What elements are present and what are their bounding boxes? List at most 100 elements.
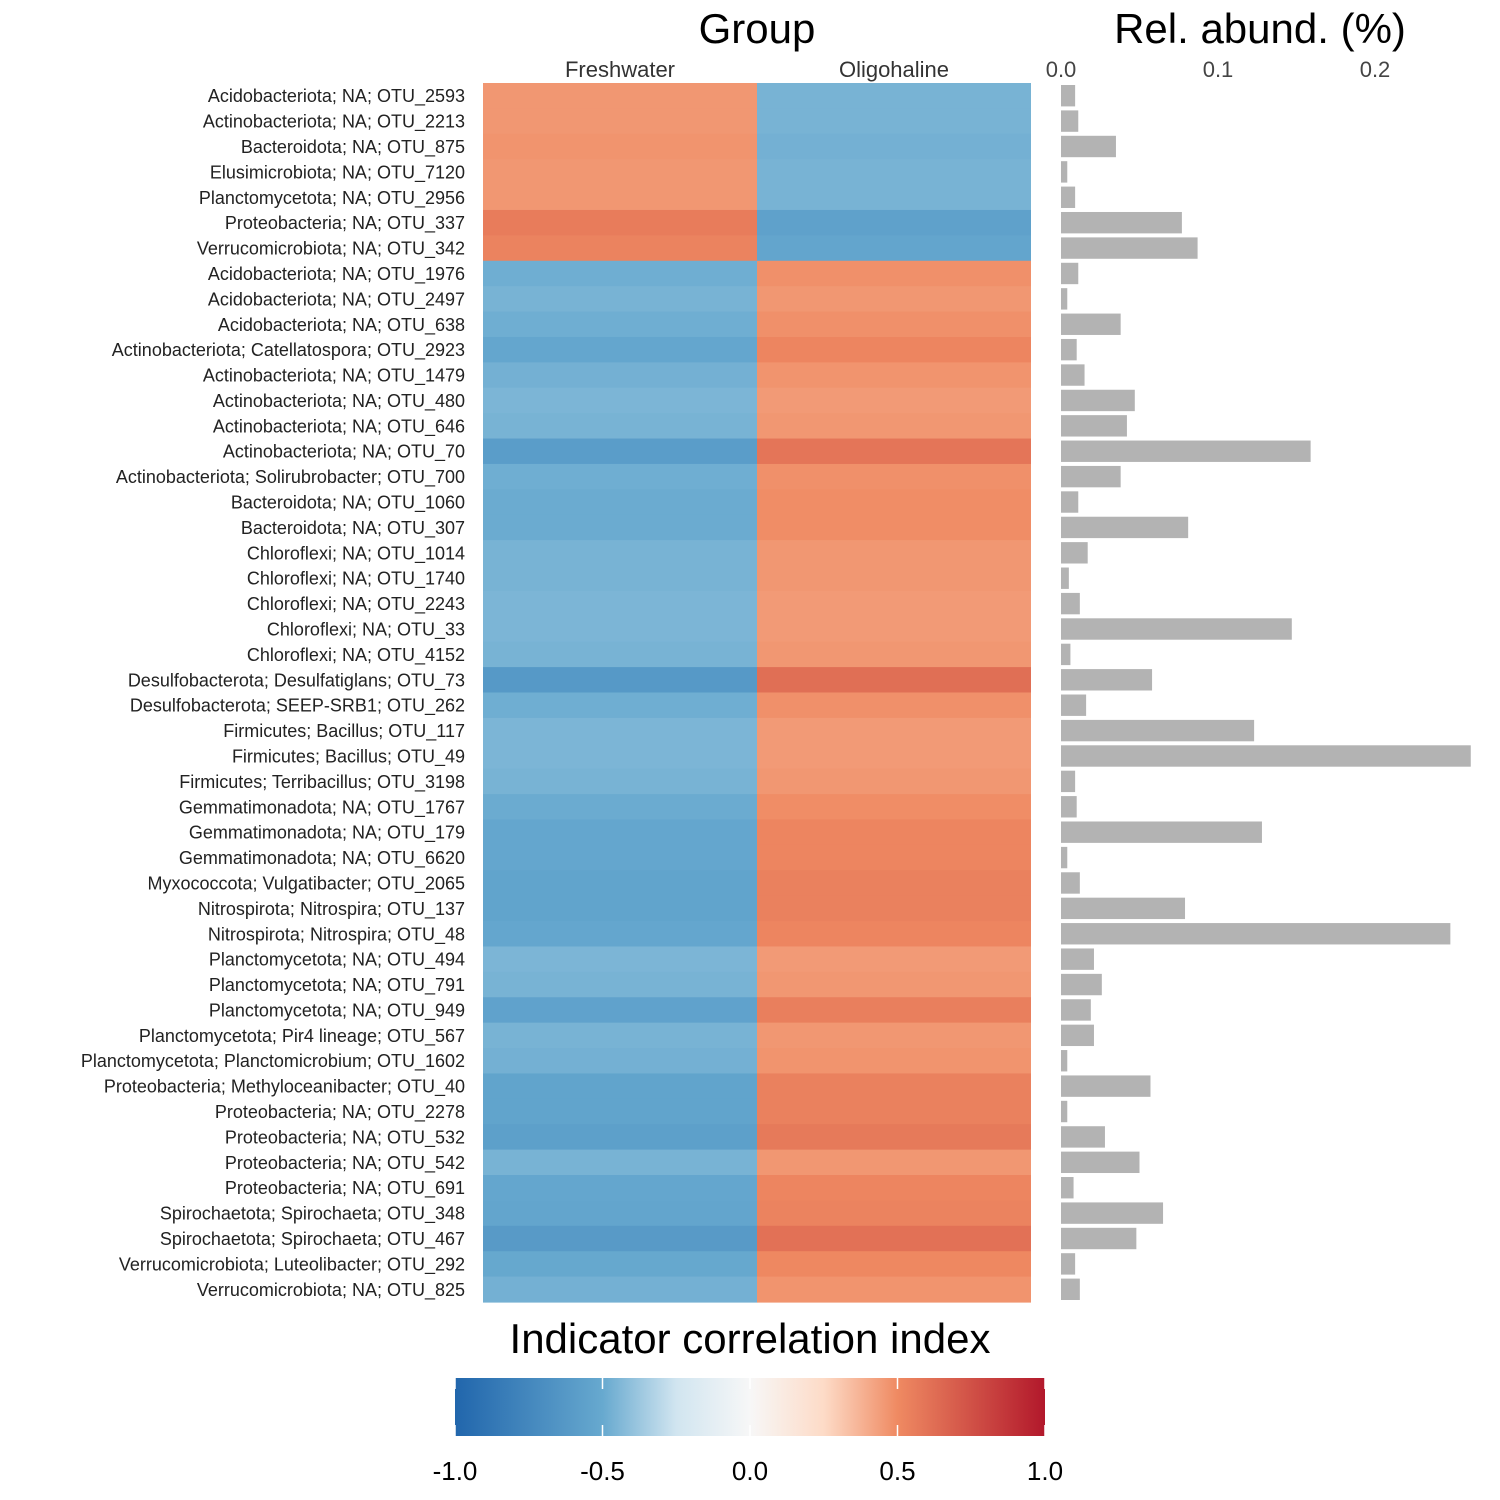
heat-cell-freshwater — [483, 489, 758, 516]
heat-cell-oligohaline — [757, 362, 1031, 389]
heat-cell-freshwater — [483, 971, 758, 998]
abundance-bar — [1061, 465, 1121, 488]
group-title: Group — [699, 5, 816, 52]
row-label: Proteobacteria; NA; OTU_532 — [225, 1127, 465, 1148]
abundance-bar — [1061, 770, 1076, 793]
abundance-bar — [1061, 186, 1076, 208]
heat-cell-freshwater — [483, 387, 758, 414]
heat-cell-freshwater — [483, 159, 758, 186]
heat-cell-oligohaline — [757, 260, 1031, 287]
heat-cell-freshwater — [483, 1200, 758, 1227]
abundance-bar — [1061, 745, 1471, 767]
abundance-title: Rel. abund. (%) — [1114, 5, 1406, 52]
abundance-bar — [1061, 491, 1079, 513]
row-label: Nitrospirota; Nitrospira; OTU_137 — [198, 899, 465, 920]
abundance-bar — [1061, 1202, 1164, 1224]
heat-cell-oligohaline — [757, 336, 1031, 363]
abundance-bar — [1061, 1100, 1068, 1123]
heat-cell-oligohaline — [757, 1175, 1031, 1202]
abundance-bar — [1061, 1050, 1068, 1072]
abundance-bar — [1061, 618, 1292, 640]
column-header-freshwater: Freshwater — [565, 57, 675, 82]
heat-cell-freshwater — [483, 108, 758, 135]
heat-cell-freshwater — [483, 667, 758, 694]
heat-cell-oligohaline — [757, 590, 1031, 617]
heat-cell-oligohaline — [757, 1149, 1031, 1176]
heat-cell-freshwater — [483, 565, 758, 592]
row-label: Proteobacteria; Methyloceanibacter; OTU_… — [104, 1077, 465, 1098]
row-label: Acidobacteriota; NA; OTU_1976 — [208, 264, 465, 285]
heat-cell-oligohaline — [757, 743, 1031, 770]
heat-cell-oligohaline — [757, 692, 1031, 719]
abundance-bar — [1061, 592, 1080, 615]
row-label: Actinobacteriota; NA; OTU_480 — [213, 391, 465, 412]
heat-cell-freshwater — [483, 133, 758, 160]
heat-cell-freshwater — [483, 768, 758, 795]
abundance-bar — [1061, 1075, 1151, 1097]
abundance-bar — [1061, 694, 1087, 716]
heat-cell-freshwater — [483, 641, 758, 668]
heat-cell-freshwater — [483, 717, 758, 744]
heat-cell-freshwater — [483, 946, 758, 973]
abundance-bar — [1061, 288, 1068, 310]
heat-cell-oligohaline — [757, 1225, 1031, 1252]
heat-cell-oligohaline — [757, 997, 1031, 1024]
row-label: Planctomycetota; NA; OTU_949 — [209, 1000, 465, 1021]
heat-cell-oligohaline — [757, 1073, 1031, 1100]
heat-cell-oligohaline — [757, 463, 1031, 490]
heat-cell-freshwater — [483, 1149, 758, 1176]
heat-cell-freshwater — [483, 438, 758, 465]
abundance-bar — [1061, 364, 1085, 386]
legend-tick-label: 0.0 — [732, 1456, 768, 1486]
abundance-bar — [1061, 923, 1451, 945]
heatmap-cells — [483, 83, 1031, 1303]
heat-cell-oligohaline — [757, 133, 1031, 160]
heat-cell-oligohaline — [757, 641, 1031, 668]
heat-cell-freshwater — [483, 1225, 758, 1252]
abundance-tick-label: 0.1 — [1203, 57, 1234, 82]
abundance-bar — [1061, 161, 1068, 183]
heat-cell-oligohaline — [757, 209, 1031, 236]
heat-cell-freshwater — [483, 235, 758, 262]
heat-cell-freshwater — [483, 1022, 758, 1049]
legend-tick-label: -1.0 — [433, 1456, 478, 1486]
heat-cell-oligohaline — [757, 565, 1031, 592]
row-label: Verrucomicrobiota; NA; OTU_825 — [197, 1280, 465, 1301]
heat-cell-freshwater — [483, 540, 758, 567]
heat-cell-freshwater — [483, 997, 758, 1024]
row-label: Chloroflexi; NA; OTU_4152 — [247, 645, 465, 666]
heat-cell-freshwater — [483, 819, 758, 846]
heat-cell-oligohaline — [757, 921, 1031, 948]
heat-cell-oligohaline — [757, 667, 1031, 694]
row-label: Desulfobacterota; Desulfatiglans; OTU_73 — [128, 670, 465, 691]
legend-tick-label: -0.5 — [580, 1456, 625, 1486]
abundance-tick-label: 0.2 — [1360, 57, 1391, 82]
row-label: Planctomycetota; NA; OTU_494 — [209, 950, 465, 971]
abundance-bar — [1061, 1177, 1074, 1199]
abundance-bar — [1061, 719, 1255, 742]
heat-cell-freshwater — [483, 794, 758, 821]
abundance-bar — [1061, 872, 1080, 894]
heat-cell-freshwater — [483, 286, 758, 313]
abundance-bar — [1061, 643, 1071, 666]
abundance-bar — [1061, 669, 1153, 691]
heat-cell-freshwater — [483, 844, 758, 871]
row-label: Proteobacteria; NA; OTU_337 — [225, 213, 465, 234]
abundance-bar — [1061, 1126, 1105, 1148]
heat-cell-oligohaline — [757, 1098, 1031, 1125]
row-label: Acidobacteriota; NA; OTU_2593 — [208, 86, 465, 107]
heat-cell-freshwater — [483, 1098, 758, 1125]
heat-cell-oligohaline — [757, 108, 1031, 135]
heat-cell-oligohaline — [757, 1022, 1031, 1049]
heat-cell-freshwater — [483, 1124, 758, 1151]
heat-cell-oligohaline — [757, 235, 1031, 262]
heat-cell-oligohaline — [757, 870, 1031, 897]
abundance-bar — [1061, 516, 1189, 539]
abundance-bar — [1061, 211, 1182, 234]
abundance-bar — [1061, 948, 1094, 970]
heat-cell-oligohaline — [757, 1200, 1031, 1227]
row-label: Elusimicrobiota; NA; OTU_7120 — [210, 162, 465, 183]
row-label: Planctomycetota; Pir4 lineage; OTU_567 — [139, 1026, 465, 1047]
heat-cell-freshwater — [483, 184, 758, 211]
row-label: Actinobacteriota; Catellatospora; OTU_29… — [112, 340, 465, 361]
